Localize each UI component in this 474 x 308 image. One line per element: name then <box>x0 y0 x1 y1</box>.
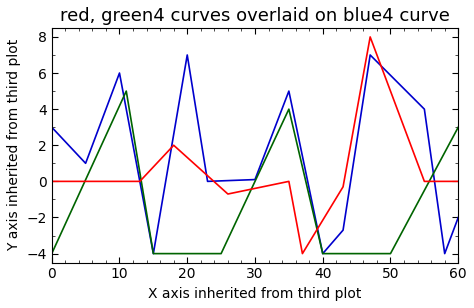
Y-axis label: Y axis inherited from third plot: Y axis inherited from third plot <box>7 39 21 251</box>
Title: red, green4 curves overlaid on blue4 curve: red, green4 curves overlaid on blue4 cur… <box>60 7 450 25</box>
X-axis label: X axis inherited from third plot: X axis inherited from third plot <box>148 287 362 301</box>
